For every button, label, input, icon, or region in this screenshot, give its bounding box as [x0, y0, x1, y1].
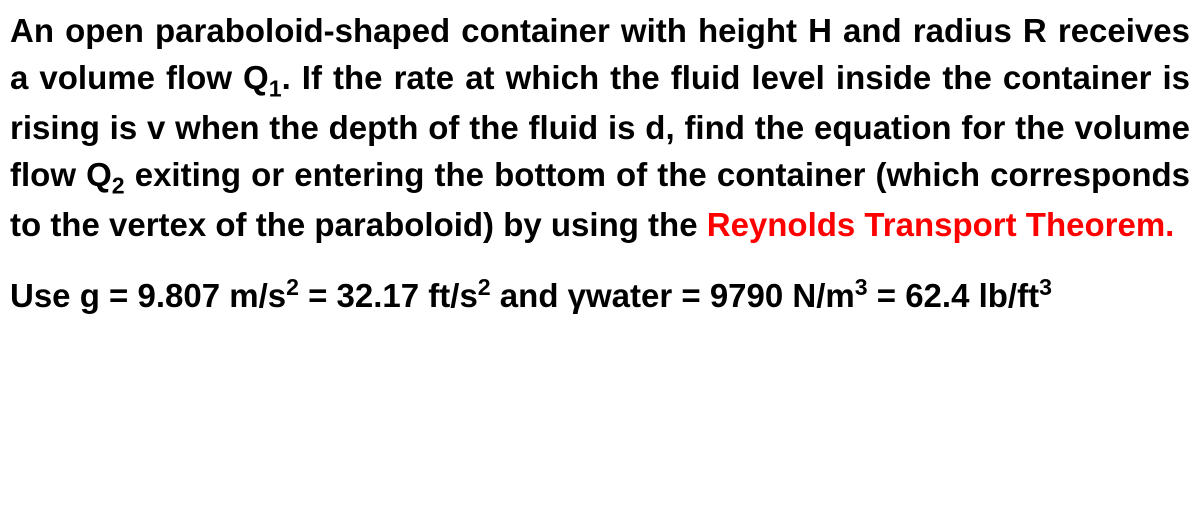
subscript-q2: 2: [112, 173, 125, 199]
constants-part2: = 32.17 ft/s: [299, 277, 478, 314]
constants-part3: and γwater = 9790 N/m: [491, 277, 855, 314]
superscript-ms2: 2: [286, 274, 299, 300]
subscript-q1: 1: [269, 75, 282, 101]
superscript-nm3: 3: [855, 274, 868, 300]
constants-statement: Use g = 9.807 m/s2 = 32.17 ft/s2 and γwa…: [10, 271, 1190, 320]
constants-part1: Use g = 9.807 m/s: [10, 277, 286, 314]
problem-statement: An open paraboloid-shaped container with…: [10, 8, 1190, 249]
reynolds-theorem-highlight: Reynolds Transport Theorem.: [707, 206, 1175, 243]
superscript-lbft3: 3: [1039, 274, 1052, 300]
constants-part4: = 62.4 lb/ft: [868, 277, 1039, 314]
superscript-fts2: 2: [478, 274, 491, 300]
